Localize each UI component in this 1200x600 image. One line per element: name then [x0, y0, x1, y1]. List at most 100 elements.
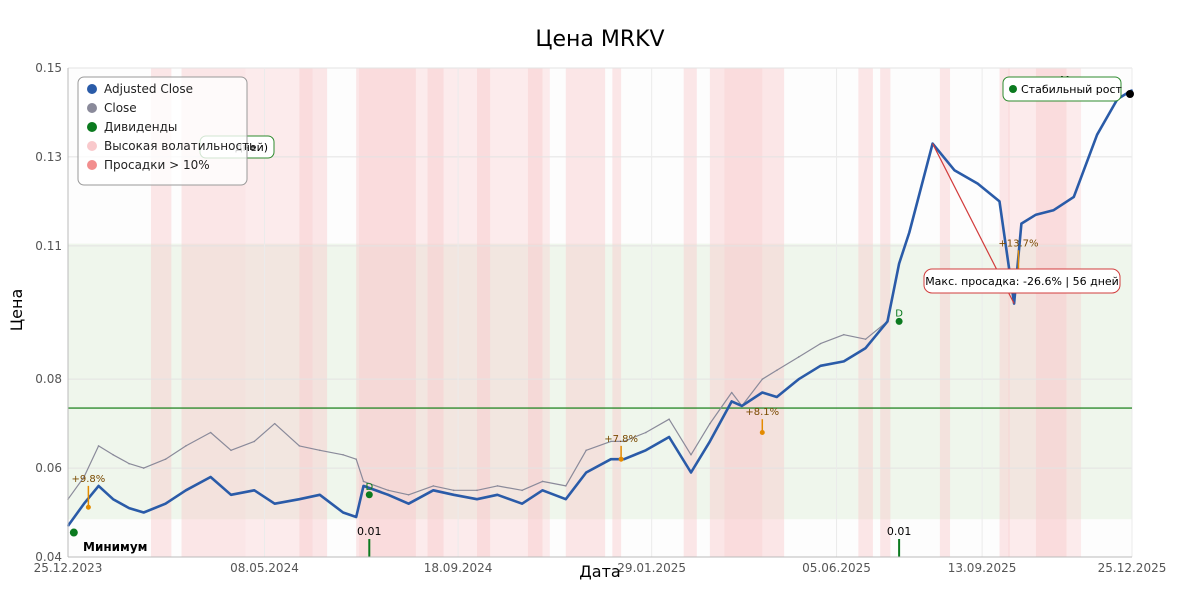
legend-entry-close: Close — [104, 101, 137, 115]
y-tick-label: 0.06 — [35, 461, 62, 475]
data-point — [432, 489, 435, 492]
data-point — [730, 400, 733, 403]
data-point — [319, 449, 321, 452]
data-point — [761, 378, 764, 380]
data-point — [185, 489, 187, 492]
legend-entry-drawdowns: Просадки > 10% — [104, 158, 210, 172]
data-point — [164, 458, 167, 461]
data-point — [761, 391, 764, 394]
data-point — [112, 498, 114, 501]
data-point — [230, 493, 232, 496]
stable-growth-box — [1002, 76, 1122, 102]
data-point — [819, 342, 822, 345]
rebound-label: +9.8% — [71, 474, 105, 485]
volatility-stripe — [427, 68, 444, 557]
data-point — [128, 462, 130, 465]
data-point — [610, 458, 612, 461]
data-point — [83, 476, 85, 478]
data-point — [273, 422, 276, 425]
data-point — [476, 498, 478, 501]
rebound-label: +7.8% — [604, 434, 638, 445]
drawdown-zone — [724, 68, 763, 557]
volatility-stripe — [356, 68, 416, 557]
legend-entry-adjusted: Adjusted Close — [104, 82, 193, 96]
data-point — [843, 360, 845, 363]
data-point — [843, 333, 845, 336]
data-point — [645, 449, 647, 452]
rebound-label: +8.1% — [745, 407, 779, 418]
rebound-marker — [618, 456, 624, 462]
data-point — [864, 338, 867, 340]
volatility-stripe — [1035, 68, 1067, 557]
x-tick-label: 25.12.2023 — [34, 561, 103, 575]
data-point — [230, 449, 232, 452]
dividend-value: 0.01 — [357, 525, 382, 538]
data-point — [1072, 196, 1075, 198]
data-point — [564, 485, 567, 487]
volatility-stripe — [858, 68, 873, 557]
data-point — [452, 489, 455, 492]
dividend-marker — [365, 491, 373, 499]
legend-marker-volatility — [87, 141, 97, 151]
volatility-stripe — [612, 68, 622, 557]
y-axis-label: Цена — [7, 289, 26, 332]
data-point — [564, 498, 567, 501]
drawdown-zone — [359, 68, 550, 557]
dividend-mark: D — [365, 482, 373, 493]
data-point — [164, 502, 167, 505]
drawdown-zone — [1008, 68, 1082, 557]
data-point — [776, 369, 778, 372]
data-point — [496, 493, 499, 496]
legend-entry-volatility: Высокая волатильность — [104, 139, 256, 153]
dividend-mark: D — [895, 308, 903, 319]
drawdown-box — [923, 268, 1121, 294]
data-point — [432, 485, 435, 487]
x-tick-label: 05.06.2025 — [802, 561, 871, 575]
rebound-label: +13.7% — [998, 238, 1038, 249]
volatility-stripe — [683, 68, 697, 557]
data-point — [908, 231, 911, 234]
axes-layer: 0.04 0.06 0.08 0.11 0.13 0.15 25.12.2023 08.05.… — [34, 61, 1167, 575]
data-point — [342, 511, 344, 514]
data-point — [362, 485, 365, 487]
data-point — [886, 320, 889, 323]
y-tick-label: 0.04 — [35, 550, 62, 564]
adjusted-close-line — [66, 89, 1133, 527]
maximum-marker — [1126, 90, 1134, 98]
data-point — [97, 485, 100, 487]
stable-growth-label: Стабильный рост — [1021, 83, 1123, 96]
series-layer — [66, 89, 1133, 527]
data-point — [668, 436, 670, 438]
data-point — [776, 396, 778, 398]
data-point — [1052, 209, 1055, 212]
data-point — [741, 405, 743, 407]
data-point — [645, 431, 647, 434]
data-point — [355, 516, 357, 518]
x-tick-label: 13.09.2025 — [948, 561, 1017, 575]
volatility-stripe — [150, 68, 172, 557]
data-point — [142, 467, 145, 469]
drawdown-label: Макс. просадка: -26.6% | 56 дней — [925, 275, 1119, 288]
legend-marker-drawdowns — [87, 160, 97, 170]
data-point — [253, 489, 256, 492]
data-point — [298, 498, 301, 501]
data-point — [521, 502, 523, 505]
legend-marker-close — [87, 103, 97, 113]
data-point — [1096, 133, 1098, 136]
y-tick-label: 0.08 — [35, 372, 62, 386]
rebound-marker — [85, 504, 91, 510]
data-point — [128, 507, 130, 509]
data-point — [730, 391, 733, 394]
data-point — [362, 480, 365, 483]
data-point — [953, 169, 956, 172]
data-point — [998, 200, 1001, 203]
data-point — [541, 480, 544, 483]
data-point — [668, 418, 670, 420]
data-point — [1020, 222, 1023, 225]
data-point — [387, 489, 390, 492]
data-point — [407, 502, 410, 505]
data-point — [142, 511, 145, 514]
y-tick-label: 0.11 — [35, 239, 62, 253]
minimum-label: Минимум — [83, 540, 148, 554]
volatility-stripe — [939, 68, 951, 557]
